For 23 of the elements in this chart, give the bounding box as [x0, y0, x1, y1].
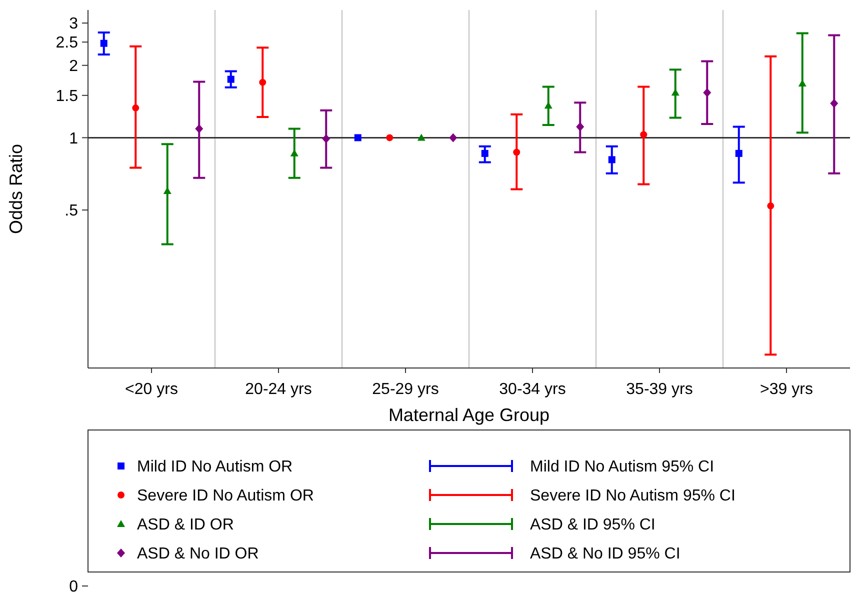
- x-tick-label: >39 yrs: [760, 381, 813, 398]
- y-tick-label: 1: [69, 130, 78, 148]
- x-tick-label: 30-34 yrs: [499, 381, 566, 398]
- y-tick-label: 3: [69, 16, 78, 33]
- text: ASD & ID 95% CI: [530, 516, 656, 534]
- y-tick-label: .5: [64, 202, 78, 220]
- text: 0: [69, 578, 78, 596]
- x-axis-title: Maternal Age Group: [388, 405, 550, 425]
- x-tick-label: 20-24 yrs: [245, 381, 312, 398]
- x-tick-label: 25-29 yrs: [372, 381, 439, 398]
- x-tick-label: 35-39 yrs: [626, 381, 693, 398]
- legend-label: Severe ID No Autism OR: [137, 488, 314, 505]
- text: ASD & No ID 95% CI: [530, 546, 680, 563]
- legend-label: ASD & No ID OR: [137, 546, 259, 563]
- y-tick-label: 1.5: [56, 88, 78, 105]
- y-tick-label: 2: [69, 58, 78, 75]
- y-axis-title: Odds Ratio: [6, 144, 26, 234]
- text: Severe ID No Autism 95% CI: [530, 488, 736, 505]
- legend-label: ASD & ID OR: [137, 516, 234, 534]
- y-tick-label: 2.5: [56, 34, 78, 52]
- x-tick-label: <20 yrs: [125, 381, 178, 398]
- text: Mild ID No Autism 95% CI: [530, 458, 714, 476]
- legend-label: Mild ID No Autism OR: [137, 458, 293, 476]
